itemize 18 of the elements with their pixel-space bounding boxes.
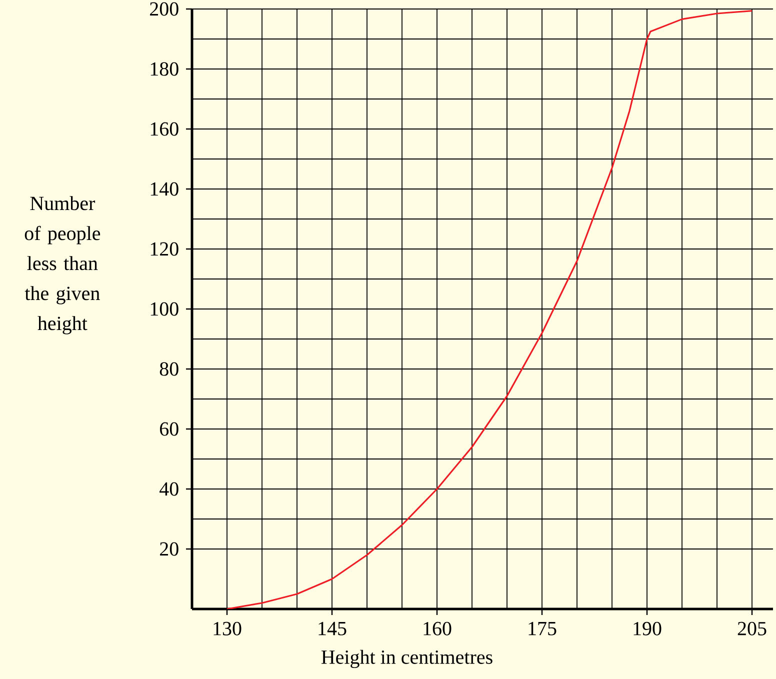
y-tick-label: 40 [160,482,178,496]
x-tick-label: 160 [424,622,452,636]
y-tick-label: 140 [150,182,178,196]
y-tick-label: 80 [160,362,178,376]
y-tick-label: 200 [150,2,178,16]
y-tick-label: 180 [150,62,178,76]
x-tick-label: 190 [634,622,662,636]
x-tick-label: 205 [738,622,766,636]
y-axis-title: Number of people less than the given height [24,196,100,334]
y-tick-label: 160 [150,122,178,136]
x-axis-title: Height in centimetres [321,650,492,668]
x-tick-label: 175 [528,622,556,636]
y-tick-label: 20 [160,542,178,556]
x-tick-label: 145 [318,622,346,636]
y-tick-label: 120 [150,242,178,256]
y-tick-label: 60 [160,422,178,436]
x-tick-label: 130 [214,622,242,636]
y-tick-label: 100 [150,302,178,316]
